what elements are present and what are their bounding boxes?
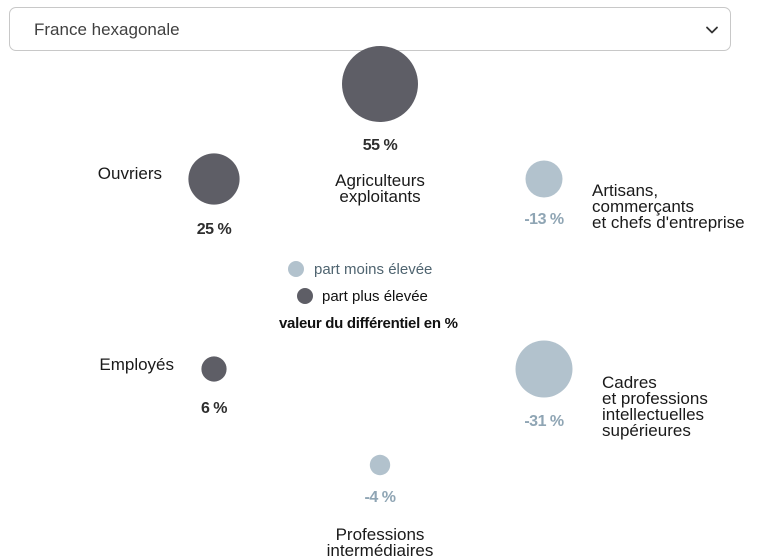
category-label-ouvriers: Ouvriers	[98, 164, 162, 183]
bubble-intermediaires[interactable]	[369, 454, 391, 476]
legend-title: valeur du différentiel en %	[279, 315, 458, 332]
category-label-agriculteurs: Agriculteurs exploitants	[335, 171, 425, 206]
legend: part moins élevée part plus élevée valeu…	[279, 261, 458, 332]
value-label-employes: 6 %	[201, 400, 227, 417]
bubble-employes[interactable]	[201, 356, 227, 382]
legend-higher-marker	[297, 288, 313, 304]
category-label-artisans: Artisans, commerçants et chefs d'entrepris…	[592, 181, 745, 232]
bubble-agriculteurs[interactable]	[342, 46, 418, 122]
bubble-artisans[interactable]	[525, 160, 563, 198]
category-label-intermediaires: Professions intermédiaires	[327, 525, 434, 559]
value-label-artisans: -13 %	[524, 211, 564, 228]
territory-select-value: France hexagonale	[34, 20, 180, 39]
value-label-ouvriers: 25 %	[197, 221, 232, 238]
category-label-cadres: Cadres et professions intellectuelles supér…	[602, 373, 708, 440]
chevron-down-icon	[706, 26, 718, 34]
value-label-cadres: -31 %	[524, 413, 564, 430]
value-label-intermediaires: -4 %	[365, 489, 396, 506]
category-label-employes: Employés	[99, 355, 174, 374]
bubble-cadres[interactable]	[515, 340, 573, 398]
legend-higher-label: part plus élevée	[322, 288, 428, 305]
value-label-agriculteurs: 55 %	[363, 137, 398, 154]
bubbles-layer: 55 % Agriculteurs exploitants -13 % Artisans…	[98, 46, 745, 559]
territory-select[interactable]: France hexagonale	[9, 7, 731, 51]
legend-lower-marker	[288, 261, 304, 277]
legend-lower-label: part moins élevée	[314, 261, 432, 278]
bubble-ouvriers[interactable]	[188, 153, 240, 205]
